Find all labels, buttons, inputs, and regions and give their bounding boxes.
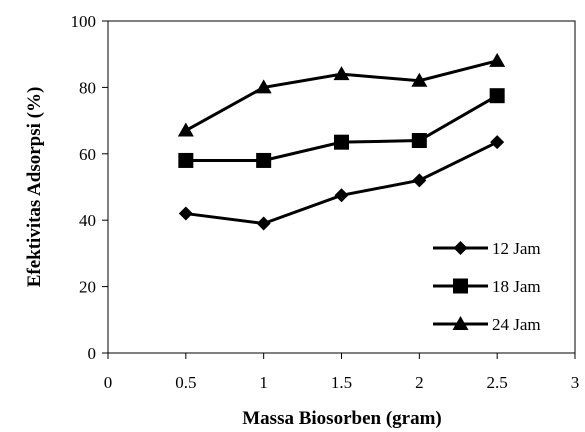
data-point-18-jam: [411, 133, 427, 149]
x-tick-label: 2.5: [487, 373, 508, 392]
y-axis-title: Efektivitas Adsorpsi (%): [24, 87, 45, 288]
data-point-18-jam: [178, 152, 194, 168]
series-layer: [177, 52, 506, 231]
x-tick-label: 0: [104, 373, 113, 392]
x-tick-label: 1.5: [331, 373, 352, 392]
data-point-24-jam: [333, 66, 350, 81]
x-tick-label: 0.5: [175, 373, 196, 392]
data-point-24-jam: [489, 52, 506, 67]
data-point-18-jam: [489, 88, 505, 104]
legend-marker-18-jam: [453, 278, 468, 294]
legend-label-18-jam: 18 Jam: [492, 277, 541, 296]
data-point-12-jam: [334, 188, 349, 203]
data-point-24-jam: [177, 122, 194, 137]
data-point-18-jam: [256, 152, 272, 168]
legend-marker-24-jam: [452, 316, 469, 330]
legend-label-12-jam: 12 Jam: [492, 239, 541, 258]
data-point-24-jam: [411, 72, 428, 87]
x-tick-label: 1: [259, 373, 268, 392]
x-axis-title: Massa Biosorben (gram): [242, 408, 441, 429]
y-tick-label: 60: [79, 145, 96, 164]
data-point-12-jam: [178, 206, 193, 221]
data-point-12-jam: [412, 173, 427, 188]
y-tick-label: 80: [79, 78, 96, 97]
x-tick-label: 2: [415, 373, 424, 392]
y-axis: 0 20 40 60 80 100: [71, 12, 108, 363]
legend: 12 Jam 18 Jam 24 Jam: [433, 239, 541, 334]
series-line-12-jam: [185, 140, 498, 226]
y-tick-label: 100: [71, 12, 97, 31]
legend-marker-12-jam: [453, 241, 468, 255]
data-point-24-jam: [255, 79, 272, 94]
legend-label-24-jam: 24 Jam: [492, 315, 541, 334]
x-axis: 0 0.5 1 1.5 2 2.5 3: [104, 353, 580, 392]
data-point-12-jam: [490, 135, 505, 150]
y-tick-label: 0: [88, 344, 97, 363]
data-point-12-jam: [256, 216, 271, 231]
data-point-18-jam: [334, 134, 349, 150]
x-tick-label: 3: [571, 373, 580, 392]
y-tick-label: 40: [79, 211, 96, 230]
y-tick-label: 20: [79, 278, 96, 297]
